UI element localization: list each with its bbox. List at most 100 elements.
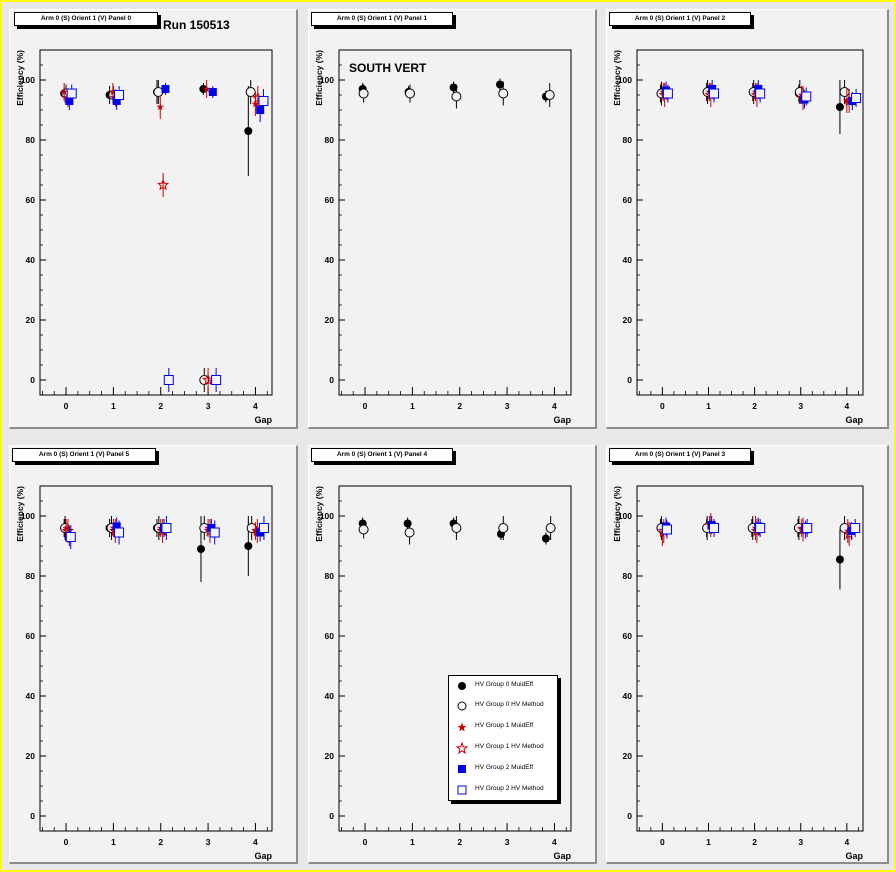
series-open-square	[662, 84, 862, 107]
y-tick-label: 0	[30, 375, 35, 385]
plot-frame	[338, 49, 572, 396]
data-point	[850, 523, 861, 533]
data-point	[258, 523, 269, 533]
x-axis-title: Gap	[254, 415, 272, 425]
x-tick-label: 4	[552, 837, 557, 847]
data-point	[114, 527, 125, 538]
x-tick-label: 3	[206, 837, 211, 847]
pad-panel-3: 0 20 40 60 80 100 0 1 2 3 4 Gap Efficiency (%) Arm 0…	[606, 445, 889, 864]
series-open-circle	[61, 80, 256, 392]
x-axis-title: Gap	[553, 415, 571, 425]
x-tick-label: 4	[552, 401, 557, 411]
data-point	[755, 88, 766, 99]
y-tick-label: 40	[325, 255, 335, 265]
legend-label: HV Group 1 MuidEff	[475, 722, 534, 729]
y-tick-label: 100	[21, 75, 35, 85]
series-open-circle	[358, 516, 556, 545]
data-point	[404, 527, 415, 538]
x-tick-label: 1	[706, 401, 711, 411]
y-tick-label: 80	[623, 135, 633, 145]
data-point	[251, 100, 260, 108]
y-tick-label: 40	[623, 691, 633, 701]
data-point	[211, 375, 222, 385]
x-tick-label: 0	[660, 837, 665, 847]
data-point	[157, 178, 170, 191]
plot-panel-0: 0 20 40 60 80 100 0 1 2 3 4 Gap Efficiency (%)	[15, 49, 273, 425]
pad-panel-2: 0 20 40 60 80 100 0 1 2 3 4 Gap Efficiency (%) Arm 0…	[606, 9, 889, 429]
data-point	[449, 83, 458, 92]
plot-panel-4: 0 20 40 60 80 100 0 1 2 3 4 Gap Efficiency (%)	[314, 485, 572, 861]
x-tick-label: 4	[253, 401, 258, 411]
plot-frame	[39, 485, 273, 832]
data-point	[65, 97, 74, 105]
data-point	[835, 555, 844, 564]
x-tick-label: 2	[457, 401, 462, 411]
y-axis-title: Efficiency (%)	[314, 50, 324, 106]
series-filled-circle	[656, 80, 844, 134]
plot-panel-1: 0 20 40 60 80 100 0 1 2 3 4 Gap Efficiency (%)	[314, 49, 572, 425]
data-point	[403, 519, 412, 528]
panel-title: Arm 0 (S) Orient 1 (V) Panel 4	[311, 448, 453, 462]
data-point	[544, 90, 555, 100]
legend-entry: HV Group 1 MuidEff	[449, 717, 557, 737]
data-point	[244, 542, 253, 550]
y-tick-label: 60	[325, 631, 335, 641]
legend-entry: HV Group 2 HV Method	[449, 780, 557, 800]
x-tick-label: 4	[253, 837, 258, 847]
pad-panel-5: 0 20 40 60 80 100 0 1 2 3 4 Gap Efficiency (%) Arm 0…	[9, 445, 298, 864]
panel-title: Arm 0 (S) Orient 1 (V) Panel 0	[14, 12, 158, 26]
data-point	[60, 88, 68, 96]
y-tick-label: 80	[26, 135, 36, 145]
y-tick-label: 100	[320, 75, 334, 85]
y-tick-label: 40	[623, 255, 633, 265]
legend-marker-filled-star	[457, 722, 467, 732]
y-tick-label: 60	[623, 631, 633, 641]
x-axis-title: Gap	[553, 851, 571, 861]
data-point	[405, 88, 416, 99]
y-tick-label: 80	[325, 571, 335, 581]
data-point	[112, 522, 121, 531]
plot-panel-3: 0 20 40 60 80 100 0 1 2 3 4 Gap Efficiency (%)	[612, 485, 864, 861]
data-point	[196, 545, 205, 553]
plot-panel-2: 0 20 40 60 80 100 0 1 2 3 4 Gap Efficiency (%)	[612, 49, 864, 425]
y-tick-label: 100	[21, 511, 35, 521]
plot-frame	[338, 485, 572, 832]
panel-title: Arm 0 (S) Orient 1 (V) Panel 2	[609, 12, 751, 26]
x-tick-label: 1	[410, 837, 415, 847]
y-axis-title: Efficiency (%)	[612, 486, 622, 542]
pad-panel-4: 0 20 40 60 80 100 0 1 2 3 4 Gap Efficiency (%) Arm 0…	[308, 445, 597, 864]
data-point	[451, 91, 462, 102]
data-point	[256, 106, 265, 114]
data-point	[202, 85, 211, 93]
legend-label: HV Group 0 MuidEff	[475, 681, 534, 688]
plot-panel-5: 0 20 40 60 80 100 0 1 2 3 4 Gap Efficiency (%)	[15, 485, 273, 861]
data-point	[258, 96, 269, 106]
x-tick-label: 2	[457, 837, 462, 847]
panel-title: Arm 0 (S) Orient 1 (V) Panel 3	[609, 448, 751, 462]
y-tick-label: 80	[325, 135, 335, 145]
y-tick-label: 100	[618, 75, 632, 85]
y-axis-title: Efficiency (%)	[314, 486, 324, 542]
x-tick-label: 2	[158, 837, 163, 847]
x-tick-label: 0	[363, 837, 368, 847]
x-tick-label: 0	[660, 401, 665, 411]
x-tick-label: 2	[158, 401, 163, 411]
legend-label: HV Group 0 HV Method	[475, 701, 544, 708]
data-point	[161, 523, 172, 533]
data-point	[112, 97, 121, 105]
x-tick-label: 2	[752, 837, 757, 847]
data-point	[62, 524, 70, 532]
data-point	[709, 88, 720, 99]
legend-entry: HV Group 2 MuidEff	[449, 759, 557, 779]
series-open-square	[65, 516, 269, 549]
pad-panel-1: 0 20 40 60 80 100 0 1 2 3 4 Gap Efficiency (%) Arm 0…	[308, 9, 597, 429]
legend-marker-open-square	[457, 785, 467, 795]
south-vert-label: SOUTH VERT	[349, 61, 427, 75]
plot-frame	[636, 485, 864, 832]
series-open-square	[661, 519, 861, 539]
y-tick-label: 100	[320, 511, 334, 521]
legend-label: HV Group 1 HV Method	[475, 743, 544, 750]
y-tick-label: 40	[26, 691, 36, 701]
data-point	[498, 88, 509, 99]
x-tick-label: 2	[752, 401, 757, 411]
